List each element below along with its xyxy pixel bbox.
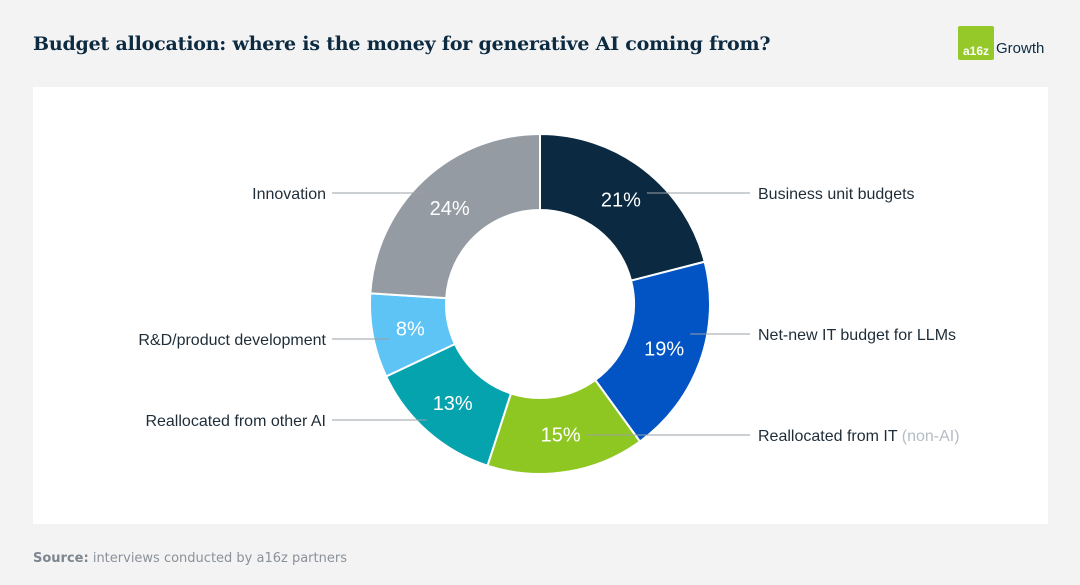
value-label-innovation: 24% xyxy=(430,198,470,220)
chart-title: Budget allocation: where is the money fo… xyxy=(33,33,771,55)
value-label-reallocated-from-other-ai: 13% xyxy=(433,393,473,415)
category-label-reallocated-from-it: Reallocated from IT (non-AI) xyxy=(758,428,960,445)
slice-net-new-it-budget-for-llms xyxy=(593,260,711,443)
logo-badge: a16z xyxy=(958,26,994,60)
logo-badge-text: a16z xyxy=(962,44,990,58)
value-label-reallocated-from-it: 15% xyxy=(541,424,581,446)
value-label-net-new-it-budget-for-llms: 19% xyxy=(644,339,684,361)
value-label-business-unit-budgets: 21% xyxy=(601,190,641,212)
category-label-innovation: Innovation xyxy=(252,186,326,203)
logo-wordmark: Growth xyxy=(996,40,1045,57)
source-label: Source: xyxy=(33,551,89,566)
slice-innovation xyxy=(369,132,541,300)
category-label-reallocated-from-other-ai: Reallocated from other AI xyxy=(145,413,326,430)
value-label-r-d-product-development: 8% xyxy=(396,319,425,341)
category-label-r-d-product-development: R&D/product development xyxy=(138,332,326,349)
source-note: Source: interviews conducted by a16z par… xyxy=(33,551,347,566)
category-label-business-unit-budgets: Business unit budgets xyxy=(758,186,915,203)
category-note-reallocated-from-it: (non-AI) xyxy=(897,428,959,445)
slice-business-unit-budgets xyxy=(539,132,706,282)
category-label-net-new-it-budget-for-llms: Net-new IT budget for LLMs xyxy=(758,327,956,344)
source-text: interviews conducted by a16z partners xyxy=(92,551,347,566)
